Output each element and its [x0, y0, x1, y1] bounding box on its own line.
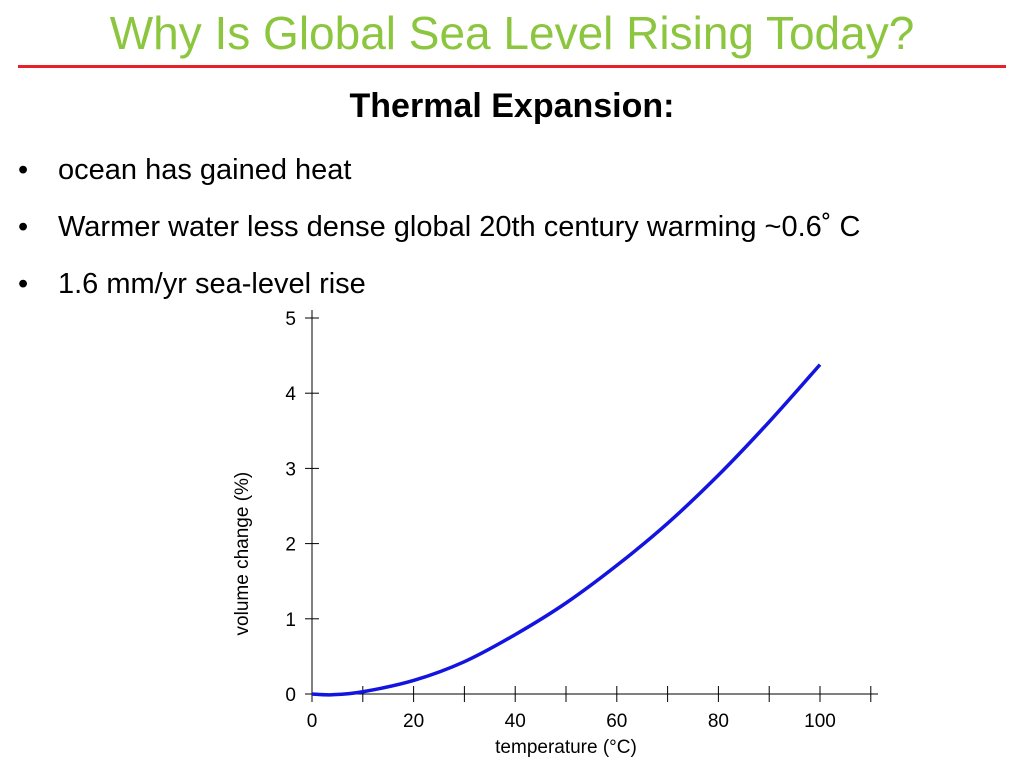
- bullet-list: • ocean has gained heat • Warmer water l…: [18, 150, 918, 313]
- bullet-text: 1.6 mm/yr sea-level rise: [58, 268, 366, 300]
- slide-subtitle: Thermal Expansion:: [349, 87, 675, 125]
- x-tick-label: 60: [606, 711, 627, 732]
- y-tick-label: 3: [285, 459, 296, 480]
- x-tick-label: 0: [307, 711, 318, 732]
- bullet-marker: •: [18, 154, 29, 186]
- bullet-marker: •: [18, 268, 29, 300]
- bullet-item: • ocean has gained heat: [18, 150, 918, 191]
- y-tick-label: 0: [285, 685, 296, 706]
- x-axis-label: temperature (°C): [495, 737, 637, 758]
- bullet-item: • 1.6 mm/yr sea-level rise: [18, 264, 918, 305]
- x-tick-label: 40: [505, 711, 526, 732]
- chart-svg: 0 20 40 60 80 100 0 1 2 3 4 5 temperature (°C) volu…: [232, 309, 878, 758]
- y-axis-label: volume change (%): [232, 472, 253, 636]
- x-tick-label: 100: [804, 711, 836, 732]
- y-tick-label: 2: [285, 535, 296, 556]
- y-tick-label: 4: [285, 384, 296, 405]
- series-line: [311, 363, 822, 697]
- x-tick-label: 20: [403, 711, 424, 732]
- bullet-marker: •: [18, 211, 29, 243]
- slide-title: Why Is Global Sea Level Rising Today?: [109, 7, 915, 59]
- bullet-item: • Warmer water less dense global 20th ce…: [18, 207, 918, 248]
- bullet-text: Warmer water less dense global 20th cent…: [58, 211, 861, 243]
- x-tick-label: 80: [708, 711, 729, 732]
- y-tick-label: 5: [285, 309, 296, 330]
- chart-axes: 0 20 40 60 80 100 0 1 2 3 4 5: [285, 309, 878, 732]
- volume-change-chart: 0 20 40 60 80 100 0 1 2 3 4 5 temperature (°C) volu…: [214, 260, 894, 768]
- y-tick-label: 1: [285, 610, 296, 631]
- title-divider: [18, 65, 1006, 68]
- bullet-text: ocean has gained heat: [58, 154, 352, 186]
